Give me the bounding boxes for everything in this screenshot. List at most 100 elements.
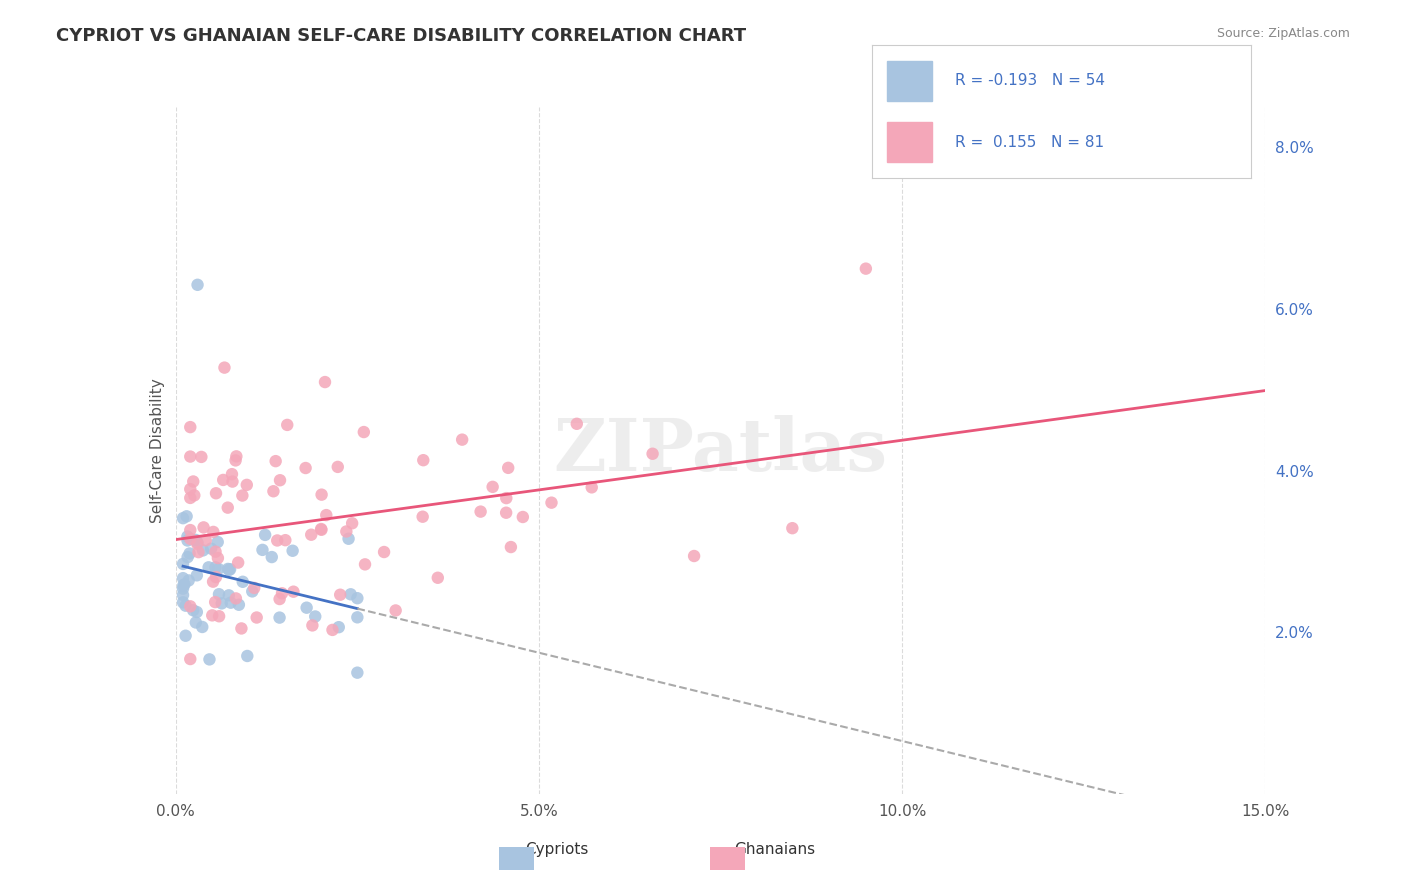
Point (301, 618, 323, 632)
Point (496, 460, 519, 475)
Point (176, 529, 198, 543)
Point (451, 433, 474, 447)
Point (181, 475, 204, 489)
Point (231, 489, 253, 503)
Point (855, 261, 877, 276)
Point (181, 603, 204, 617)
Point (299, 527, 322, 541)
Point (184, 615, 207, 630)
Point (240, 584, 263, 599)
Point (179, 546, 201, 560)
Bar (887, 122, 932, 162)
Point (481, 480, 503, 494)
Point (311, 523, 333, 537)
Text: R =  0.155   N = 81: R = 0.155 N = 81 (955, 135, 1104, 150)
Point (228, 598, 250, 612)
Point (217, 562, 239, 576)
Point (232, 574, 254, 589)
Text: CYPRIOT VS GHANAIAN SELF-CARE DISABILITY CORRELATION CHART: CYPRIOT VS GHANAIAN SELF-CARE DISABILITY… (56, 27, 747, 45)
Point (226, 556, 249, 570)
Point (641, 447, 664, 461)
Point (202, 574, 225, 589)
Point (176, 533, 198, 548)
Point (271, 586, 294, 600)
Point (172, 588, 194, 602)
Point (281, 543, 304, 558)
Point (179, 420, 201, 434)
Point (207, 562, 229, 576)
Point (174, 629, 197, 643)
Text: ZIPatlas: ZIPatlas (554, 415, 887, 486)
Point (179, 450, 201, 464)
Point (176, 550, 198, 565)
Point (346, 591, 368, 606)
Point (191, 543, 214, 558)
Point (236, 648, 259, 663)
Point (176, 509, 198, 524)
Point (208, 587, 231, 601)
Point (201, 608, 224, 623)
Point (565, 417, 588, 431)
Point (174, 599, 197, 613)
Point (354, 558, 377, 572)
Point (276, 417, 298, 432)
Point (329, 588, 352, 602)
Point (231, 622, 253, 636)
Point (218, 588, 240, 602)
Point (214, 360, 236, 375)
Point (208, 609, 231, 624)
Point (218, 563, 240, 577)
Point (179, 652, 201, 666)
Point (221, 467, 243, 482)
Point (353, 425, 375, 439)
Point (225, 591, 247, 606)
Point (328, 620, 350, 634)
Point (172, 557, 194, 571)
Point (221, 475, 243, 489)
Point (269, 473, 291, 487)
Point (252, 542, 274, 557)
Point (340, 516, 363, 531)
Point (337, 532, 360, 546)
Point (186, 605, 208, 619)
Y-axis label: Self-Care Disability: Self-Care Disability (149, 378, 165, 523)
Point (314, 375, 336, 389)
Point (540, 496, 562, 510)
Point (470, 505, 492, 519)
Point (309, 522, 332, 536)
Point (204, 544, 226, 558)
Point (260, 549, 283, 564)
Point (172, 511, 194, 525)
Point (373, 545, 395, 559)
Point (683, 549, 706, 563)
Point (266, 533, 288, 548)
Point (426, 571, 449, 585)
Point (177, 574, 200, 588)
Point (326, 459, 349, 474)
Point (499, 540, 522, 554)
Point (212, 473, 235, 487)
Point (202, 524, 225, 539)
Point (204, 595, 226, 609)
Point (190, 450, 212, 464)
Point (191, 620, 214, 634)
Text: Cypriots: Cypriots (526, 842, 589, 857)
Point (198, 652, 221, 666)
Point (186, 568, 208, 582)
Point (295, 600, 318, 615)
Point (254, 528, 277, 542)
Point (186, 277, 209, 292)
Point (205, 486, 228, 500)
Point (207, 551, 229, 566)
Point (172, 571, 194, 585)
Point (269, 610, 291, 624)
Point (186, 535, 208, 549)
Point (581, 480, 603, 494)
Bar (887, 61, 932, 101)
Point (219, 562, 242, 576)
Point (339, 587, 361, 601)
Point (512, 510, 534, 524)
Point (346, 610, 368, 624)
Point (236, 478, 259, 492)
Point (200, 541, 222, 556)
